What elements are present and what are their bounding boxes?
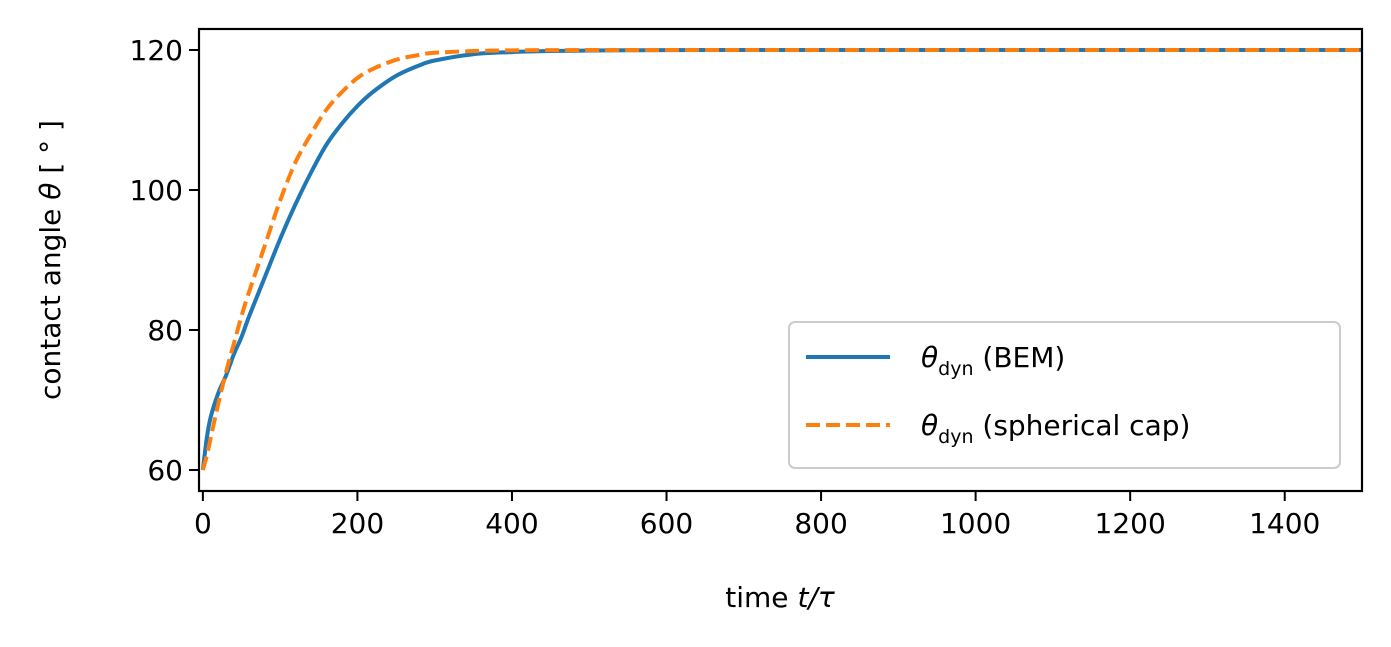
x-tick-label: 200 — [331, 507, 384, 540]
legend-box — [788, 321, 1341, 469]
x-tick-label: 1000 — [940, 507, 1011, 540]
x-tick-label: 600 — [640, 507, 693, 540]
y-tick-label: 100 — [130, 174, 183, 207]
legend: θdyn (BEM) θdyn (spherical cap) — [788, 321, 1341, 469]
series-line-spherical-cap — [200, 47, 1362, 471]
x-tick-label: 400 — [485, 507, 538, 540]
y-axis-label: contact angle θ [ ° ] — [34, 120, 67, 400]
y-tick-label: 120 — [130, 34, 183, 67]
axis-ticks: 0 200 400 600 800 1000 1200 1400 60 80 100 120 — [130, 34, 1321, 540]
x-axis-label: time t/τ — [725, 581, 835, 614]
x-tick-label: 1400 — [1249, 507, 1320, 540]
x-tick-label: 1200 — [1095, 507, 1166, 540]
x-tick-label: 800 — [794, 507, 847, 540]
legend-label-bem: θdyn (BEM) — [921, 341, 1065, 380]
y-tick-label: 80 — [147, 314, 183, 347]
series-line-bem — [200, 47, 1362, 471]
legend-label-spherical-cap: θdyn (spherical cap) — [921, 409, 1190, 448]
plot-area — [200, 47, 1362, 471]
y-tick-label: 60 — [147, 454, 183, 487]
axes-frame — [197, 27, 1364, 493]
x-tick-label: 0 — [194, 507, 212, 540]
